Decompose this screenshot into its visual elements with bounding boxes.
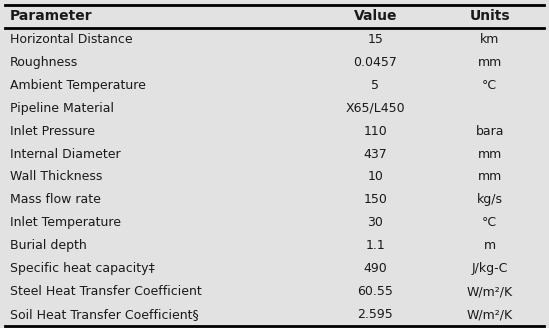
Text: Parameter: Parameter xyxy=(10,10,93,23)
Text: 2.595: 2.595 xyxy=(357,308,393,321)
Text: Units: Units xyxy=(469,10,510,23)
Text: Steel Heat Transfer Coefficient: Steel Heat Transfer Coefficient xyxy=(10,285,201,298)
Text: Value: Value xyxy=(354,10,397,23)
Text: 490: 490 xyxy=(363,262,387,275)
Text: Internal Diameter: Internal Diameter xyxy=(10,148,121,160)
Text: mm: mm xyxy=(478,56,502,69)
Text: km: km xyxy=(480,33,500,46)
Text: X65/L450: X65/L450 xyxy=(345,102,405,115)
Text: Inlet Pressure: Inlet Pressure xyxy=(10,125,95,137)
Text: J/kg-C: J/kg-C xyxy=(472,262,508,275)
Text: kg/s: kg/s xyxy=(477,194,503,206)
Text: Soil Heat Transfer Coefficient§: Soil Heat Transfer Coefficient§ xyxy=(10,308,199,321)
Text: Roughness: Roughness xyxy=(10,56,78,69)
Text: °C: °C xyxy=(482,79,497,92)
Text: 10: 10 xyxy=(367,171,383,183)
Text: 5: 5 xyxy=(371,79,379,92)
Text: 110: 110 xyxy=(363,125,387,137)
Text: 60.55: 60.55 xyxy=(357,285,393,298)
Text: Inlet Temperature: Inlet Temperature xyxy=(10,216,121,229)
Text: mm: mm xyxy=(478,148,502,160)
Text: 1.1: 1.1 xyxy=(366,239,385,252)
Text: Mass flow rate: Mass flow rate xyxy=(10,194,101,206)
Text: Ambient Temperature: Ambient Temperature xyxy=(10,79,145,92)
Text: 0.0457: 0.0457 xyxy=(354,56,397,69)
Text: Specific heat capacity‡: Specific heat capacity‡ xyxy=(10,262,155,275)
Text: 15: 15 xyxy=(367,33,383,46)
Text: W/m²/K: W/m²/K xyxy=(467,285,513,298)
Text: Horizontal Distance: Horizontal Distance xyxy=(10,33,132,46)
Text: Burial depth: Burial depth xyxy=(10,239,87,252)
Text: 150: 150 xyxy=(363,194,387,206)
Text: bara: bara xyxy=(475,125,504,137)
Text: W/m²/K: W/m²/K xyxy=(467,308,513,321)
Text: Pipeline Material: Pipeline Material xyxy=(10,102,114,115)
Text: mm: mm xyxy=(478,171,502,183)
Text: m: m xyxy=(484,239,496,252)
Text: Wall Thickness: Wall Thickness xyxy=(10,171,102,183)
Text: °C: °C xyxy=(482,216,497,229)
Text: 30: 30 xyxy=(367,216,383,229)
Text: 437: 437 xyxy=(363,148,387,160)
